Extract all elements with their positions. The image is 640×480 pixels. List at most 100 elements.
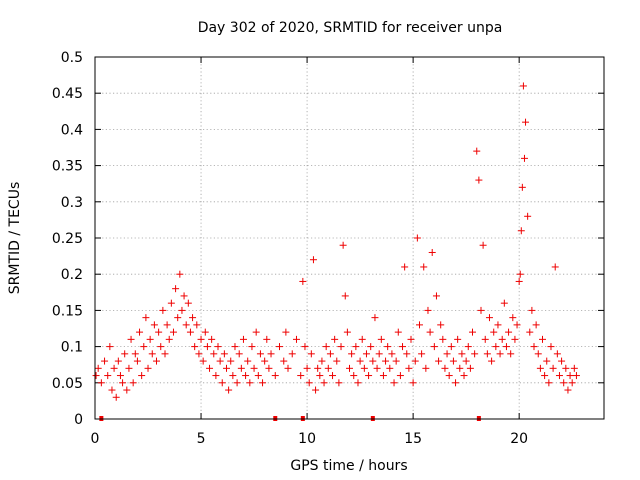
data-point — [405, 364, 413, 372]
data-point — [305, 379, 313, 387]
data-point — [165, 335, 173, 343]
data-point — [110, 364, 118, 372]
data-point — [528, 306, 536, 314]
data-point — [490, 328, 498, 336]
data-point — [452, 379, 460, 387]
data-point — [477, 306, 485, 314]
data-point — [365, 372, 373, 380]
y-tick-label: 0.15 — [52, 303, 83, 319]
x-axis-label: GPS time / hours — [290, 458, 407, 474]
data-point — [261, 357, 269, 365]
data-point — [418, 350, 426, 358]
data-point — [375, 350, 383, 358]
data-point — [460, 372, 468, 380]
data-point — [324, 364, 332, 372]
data-point — [560, 379, 568, 387]
data-point — [530, 343, 538, 351]
data-point — [97, 379, 105, 387]
data-point — [350, 372, 358, 380]
data-point — [407, 335, 415, 343]
data-point — [231, 343, 239, 351]
data-point — [445, 372, 453, 380]
data-point — [288, 350, 296, 358]
data-point — [280, 357, 288, 365]
data-point — [218, 379, 226, 387]
data-point — [133, 357, 141, 365]
data-point — [439, 335, 447, 343]
data-point — [316, 372, 324, 380]
x-tick-label: 0 — [91, 431, 100, 447]
data-point — [312, 386, 320, 394]
data-point — [511, 335, 519, 343]
data-point — [169, 328, 177, 336]
data-point — [492, 343, 500, 351]
data-point — [485, 314, 493, 322]
data-point — [373, 364, 381, 372]
data-point — [358, 335, 366, 343]
data-point — [555, 372, 563, 380]
data-point — [458, 350, 466, 358]
data-point — [341, 292, 349, 300]
data-point — [146, 335, 154, 343]
data-point — [184, 299, 192, 307]
data-point — [401, 263, 409, 271]
data-point — [449, 357, 457, 365]
data-point — [229, 372, 237, 380]
data-point — [214, 343, 222, 351]
data-point — [220, 350, 228, 358]
data-point — [437, 321, 445, 329]
data-point — [299, 277, 307, 285]
data-point — [518, 183, 526, 191]
data-point — [545, 379, 553, 387]
data-point — [354, 379, 362, 387]
data-point — [314, 364, 322, 372]
data-point — [502, 343, 510, 351]
grid-layer — [95, 57, 604, 419]
y-tick-label: 0.4 — [61, 122, 83, 138]
data-point — [441, 364, 449, 372]
data-point — [248, 343, 256, 351]
y-tick-label: 0.3 — [61, 195, 83, 211]
data-point — [553, 350, 561, 358]
data-point — [566, 372, 574, 380]
data-point — [189, 314, 197, 322]
data-points — [92, 82, 580, 401]
data-point — [500, 299, 508, 307]
data-point — [244, 357, 252, 365]
data-point — [119, 379, 127, 387]
data-point — [309, 256, 317, 264]
data-point — [462, 357, 470, 365]
data-point — [210, 350, 218, 358]
data-point — [227, 357, 235, 365]
y-axis-label: SRMTID / TECUs — [7, 182, 23, 295]
data-point — [348, 350, 356, 358]
data-point — [225, 386, 233, 394]
y-tick-label: 0.05 — [52, 376, 83, 392]
data-point — [471, 350, 479, 358]
data-point — [399, 343, 407, 351]
y-tick-label: 0.5 — [61, 50, 83, 66]
data-point — [167, 299, 175, 307]
data-point — [498, 335, 506, 343]
data-point — [413, 234, 421, 242]
data-point — [443, 350, 451, 358]
data-point — [233, 379, 241, 387]
data-point — [541, 372, 549, 380]
y-tick-label: 0.1 — [61, 340, 83, 356]
data-point — [362, 350, 370, 358]
data-point — [369, 357, 377, 365]
data-point — [303, 364, 311, 372]
data-point — [386, 364, 394, 372]
data-point — [346, 364, 353, 372]
data-point — [92, 372, 100, 380]
data-point — [360, 364, 368, 372]
data-point — [153, 357, 161, 365]
data-point — [394, 328, 402, 336]
data-point — [256, 350, 264, 358]
data-point — [479, 241, 487, 249]
data-point — [379, 372, 387, 380]
data-point — [558, 357, 566, 365]
data-point — [284, 364, 292, 372]
data-point — [186, 328, 194, 336]
data-point — [551, 263, 559, 271]
